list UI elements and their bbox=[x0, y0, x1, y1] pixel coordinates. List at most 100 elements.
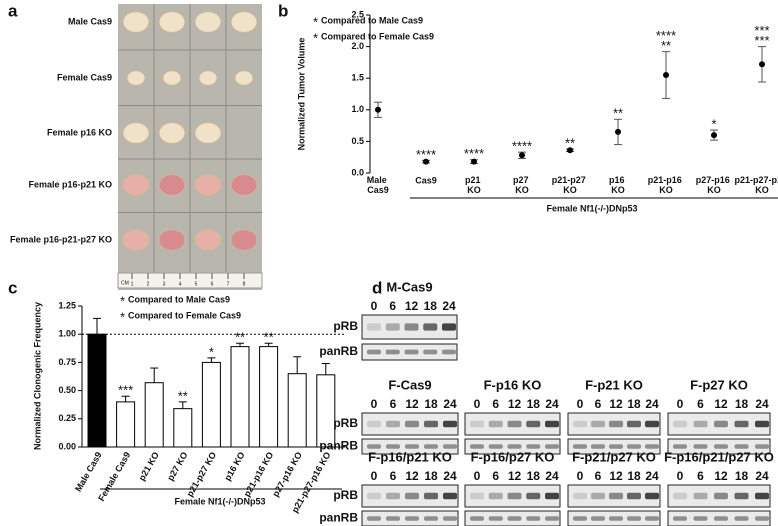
line: KO bbox=[611, 185, 625, 195]
band bbox=[367, 420, 381, 428]
point bbox=[519, 152, 525, 159]
bar bbox=[287, 373, 307, 448]
band bbox=[367, 492, 381, 500]
lane-label: 18 bbox=[735, 469, 749, 483]
line: p21-p16 bbox=[648, 175, 685, 185]
band bbox=[645, 516, 659, 521]
blot-box bbox=[361, 438, 459, 455]
lane-label: 24 bbox=[443, 469, 457, 483]
line: KO bbox=[755, 185, 769, 195]
band bbox=[627, 420, 641, 428]
blot-box bbox=[361, 314, 458, 340]
line: KO bbox=[563, 185, 577, 195]
tumor bbox=[122, 11, 150, 33]
tumor bbox=[158, 229, 186, 251]
blot-title: F-p27 KO bbox=[690, 377, 748, 392]
ruler-mark: 1 bbox=[131, 281, 134, 287]
y-tick-label: 0.0 bbox=[351, 167, 364, 177]
band bbox=[545, 516, 559, 521]
lane-label: 0 bbox=[474, 469, 481, 483]
band bbox=[609, 492, 623, 500]
x-tick-label: p27 KO bbox=[165, 450, 189, 482]
significance: *** bbox=[118, 383, 133, 398]
band bbox=[526, 420, 541, 428]
line: p21 bbox=[465, 175, 483, 185]
band bbox=[386, 492, 400, 500]
bar bbox=[144, 382, 164, 448]
band bbox=[526, 492, 541, 500]
legend-marker: * bbox=[120, 293, 125, 308]
blot-box bbox=[464, 484, 561, 508]
band bbox=[423, 349, 438, 355]
point bbox=[423, 158, 429, 165]
blot-box bbox=[361, 510, 459, 526]
row-label: pRB bbox=[333, 416, 358, 430]
x-tick-label: p27 KO bbox=[513, 175, 531, 195]
band bbox=[404, 323, 419, 331]
panel-label: c bbox=[8, 278, 17, 297]
lane-label: 12 bbox=[609, 469, 623, 483]
band bbox=[488, 516, 503, 521]
bar bbox=[230, 346, 250, 448]
lane-label: 6 bbox=[492, 469, 499, 483]
band bbox=[573, 492, 587, 500]
line: KO bbox=[707, 185, 721, 195]
blot-title: F-p16 KO bbox=[484, 377, 542, 392]
band bbox=[714, 516, 728, 521]
blot-box bbox=[667, 510, 771, 526]
band bbox=[424, 492, 438, 500]
row-label: pRB bbox=[333, 319, 358, 333]
point bbox=[711, 132, 717, 139]
lane-label: 12 bbox=[405, 397, 419, 411]
x-tick-label: Male Cas9 bbox=[73, 450, 104, 493]
y-tick-label: 1.0 bbox=[351, 104, 364, 114]
bar bbox=[316, 374, 336, 448]
group-label: Female Nf1(-/-)DNp53 bbox=[174, 496, 265, 506]
y-axis-title: Normalized Tumor Volume bbox=[296, 38, 306, 151]
band bbox=[591, 516, 605, 521]
x-tick-label: p21-p27-p16 KO bbox=[734, 175, 778, 195]
ruler bbox=[117, 272, 263, 289]
ruler-mark: 5 bbox=[195, 281, 198, 287]
band bbox=[405, 492, 419, 500]
lane-label: 12 bbox=[609, 397, 623, 411]
tumor bbox=[194, 122, 222, 144]
blot-box bbox=[567, 438, 661, 455]
lane-label: 0 bbox=[371, 299, 378, 313]
x-tick-label: p21 KO bbox=[465, 175, 483, 195]
line: p27-p16 bbox=[696, 175, 733, 185]
band bbox=[367, 516, 381, 521]
ruler-mark: 7 bbox=[227, 281, 230, 287]
row-label: Female p16-p21-p27 KO bbox=[10, 234, 112, 244]
band bbox=[673, 516, 687, 521]
band bbox=[673, 420, 687, 428]
band bbox=[507, 444, 522, 449]
band bbox=[470, 444, 484, 449]
x-tick-label: p16 KO bbox=[222, 450, 246, 482]
band bbox=[573, 444, 587, 449]
lane-label: 24 bbox=[645, 469, 659, 483]
band bbox=[367, 349, 381, 355]
band bbox=[645, 444, 659, 449]
lane-label: 18 bbox=[627, 469, 641, 483]
blot-title: F-Cas9 bbox=[388, 377, 431, 392]
band bbox=[591, 420, 605, 428]
legend-marker: * bbox=[313, 14, 318, 29]
y-tick-label: 2.0 bbox=[351, 41, 364, 51]
band bbox=[545, 420, 559, 428]
legend-marker: * bbox=[120, 309, 125, 324]
row-label: panRB bbox=[319, 344, 358, 358]
band bbox=[627, 516, 641, 521]
x-tick-label: Male Cas9 bbox=[367, 175, 390, 195]
tumor bbox=[122, 229, 150, 251]
band bbox=[386, 516, 400, 521]
bar bbox=[116, 401, 136, 448]
y-tick-label: 1.5 bbox=[351, 73, 364, 83]
tumor bbox=[230, 11, 258, 33]
band bbox=[526, 444, 541, 449]
blot-box bbox=[667, 484, 771, 508]
band bbox=[386, 420, 400, 428]
ruler-mark: 4 bbox=[179, 281, 182, 287]
band bbox=[714, 492, 728, 500]
